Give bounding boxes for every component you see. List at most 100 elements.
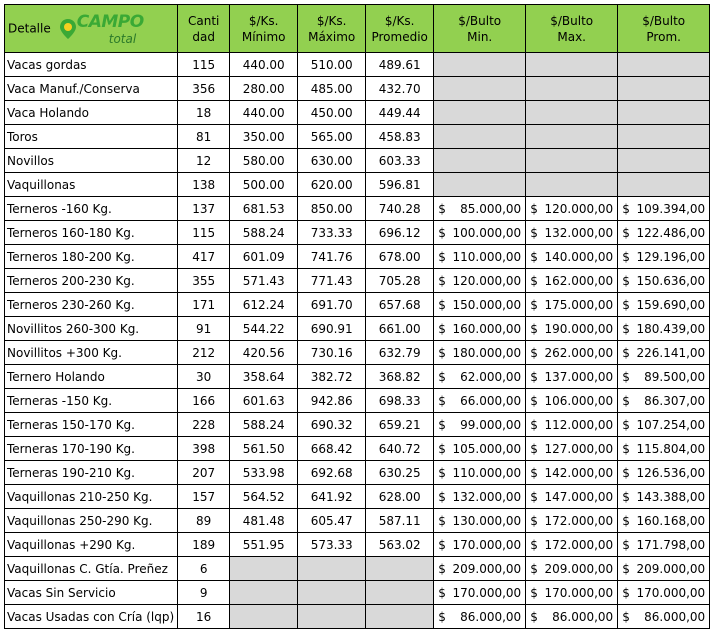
- cell: 730.16: [297, 340, 367, 365]
- amount: 142.000,00: [544, 465, 614, 480]
- money-cell: $127.000,00: [525, 436, 619, 461]
- money-cell: $150.636,00: [617, 268, 711, 293]
- cell: 850.00: [297, 196, 367, 221]
- header-text: Max.: [557, 29, 586, 44]
- currency-sign: $: [622, 609, 630, 624]
- header-text: $/Bulto: [642, 13, 686, 28]
- empty-cell: [525, 148, 619, 173]
- currency-sign: $: [530, 513, 538, 528]
- cell: 690.91: [297, 316, 367, 341]
- money-cell: $106.000,00: [525, 388, 619, 413]
- header-text: dad: [192, 29, 215, 44]
- amount: 110.000,00: [452, 249, 522, 264]
- currency-sign: $: [622, 441, 630, 456]
- logo-main: CAMPO: [76, 11, 144, 32]
- currency-sign: $: [438, 249, 446, 264]
- cell: 692.68: [297, 460, 367, 485]
- money-cell: $120.000,00: [525, 196, 619, 221]
- currency-sign: $: [530, 225, 538, 240]
- money-cell: $85.000,00: [433, 196, 527, 221]
- cell: 485.00: [297, 76, 367, 101]
- empty-cell: [525, 52, 619, 77]
- currency-sign: $: [438, 345, 446, 360]
- cell: 420.56: [229, 340, 299, 365]
- cell: 565.00: [297, 124, 367, 149]
- cell: 630.25: [365, 460, 435, 485]
- cell: 16: [177, 604, 231, 629]
- money-cell: $262.000,00: [525, 340, 619, 365]
- table-row: Terneros 180-200 Kg. 417 601.09 741.76 678.0…: [3, 244, 711, 269]
- cell: 449.44: [365, 100, 435, 125]
- money-cell: $86.000,00: [617, 604, 711, 629]
- cell: 280.00: [229, 76, 299, 101]
- column-header: $/Bulto Max.: [525, 4, 619, 53]
- cell: 551.95: [229, 532, 299, 557]
- cell: 561.50: [229, 436, 299, 461]
- header-text: Mínimo: [241, 29, 286, 44]
- money-cell: $159.690,00: [617, 292, 711, 317]
- amount: 170.000,00: [636, 585, 706, 600]
- currency-sign: $: [622, 321, 630, 336]
- currency-sign: $: [622, 393, 630, 408]
- money-cell: $110.000,00: [433, 460, 527, 485]
- amount: 66.000,00: [460, 393, 522, 408]
- currency-sign: $: [530, 321, 538, 336]
- currency-sign: $: [530, 201, 538, 216]
- amount: 130.000,00: [452, 513, 522, 528]
- row-label: Terneras 190-210 Kg.: [3, 460, 179, 485]
- currency-sign: $: [530, 369, 538, 384]
- row-label: Novillos: [3, 148, 179, 173]
- cell: 368.82: [365, 364, 435, 389]
- currency-sign: $: [438, 393, 446, 408]
- empty-cell: [297, 556, 367, 581]
- row-label: Terneras 170-190 Kg.: [3, 436, 179, 461]
- money-cell: $170.000,00: [433, 580, 527, 605]
- amount: 171.798,00: [636, 537, 706, 552]
- currency-sign: $: [622, 513, 630, 528]
- empty-cell: [229, 604, 299, 629]
- amount: 143.388,00: [636, 489, 706, 504]
- money-cell: $226.141,00: [617, 340, 711, 365]
- amount: 110.000,00: [452, 465, 522, 480]
- table-row: Novillitos 260-300 Kg. 91 544.22 690.91 661.…: [3, 316, 711, 341]
- amount: 120.000,00: [544, 201, 614, 216]
- currency-sign: $: [530, 537, 538, 552]
- currency-sign: $: [530, 297, 538, 312]
- column-header: $/Bulto Min.: [433, 4, 527, 53]
- table-row: Vaca Holando 18 440.00 450.00 449.44: [3, 100, 711, 125]
- money-cell: $110.000,00: [433, 244, 527, 269]
- amount: 226.141,00: [636, 345, 706, 360]
- cell: 580.00: [229, 148, 299, 173]
- table-row: Novillos 12 580.00 630.00 603.33: [3, 148, 711, 173]
- currency-sign: $: [622, 417, 630, 432]
- logo-sub: total: [108, 31, 137, 46]
- money-cell: $66.000,00: [433, 388, 527, 413]
- header-text: Min.: [467, 29, 493, 44]
- empty-cell: [365, 604, 435, 629]
- currency-sign: $: [622, 465, 630, 480]
- column-header: $/Bulto Prom.: [617, 4, 711, 53]
- amount: 127.000,00: [544, 441, 614, 456]
- empty-cell: [433, 52, 527, 77]
- cell: 91: [177, 316, 231, 341]
- row-label: Terneras 150-170 Kg.: [3, 412, 179, 437]
- row-label: Novillitos +300 Kg.: [3, 340, 179, 365]
- cell: 157: [177, 484, 231, 509]
- currency-sign: $: [438, 297, 446, 312]
- currency-sign: $: [622, 585, 630, 600]
- cell: 228: [177, 412, 231, 437]
- money-cell: $86.000,00: [525, 604, 619, 629]
- table-row: Vacas Usadas con Cría (lqp) 16 $86.000,00 $…: [3, 604, 711, 629]
- amount: 112.000,00: [544, 417, 614, 432]
- table-row: Vacas Sin Servicio 9 $170.000,00 $170.000,0…: [3, 580, 711, 605]
- header-text: Prom.: [646, 29, 681, 44]
- table-row: Vaquillonas C. Gtía. Preñez 6 $209.000,00 $…: [3, 556, 711, 581]
- cell: 571.43: [229, 268, 299, 293]
- currency-sign: $: [530, 489, 538, 504]
- amount: 160.000,00: [452, 321, 522, 336]
- amount: 99.000,00: [460, 417, 522, 432]
- currency-sign: $: [530, 609, 538, 624]
- empty-cell: [617, 100, 711, 125]
- empty-cell: [433, 148, 527, 173]
- amount: 150.636,00: [636, 273, 706, 288]
